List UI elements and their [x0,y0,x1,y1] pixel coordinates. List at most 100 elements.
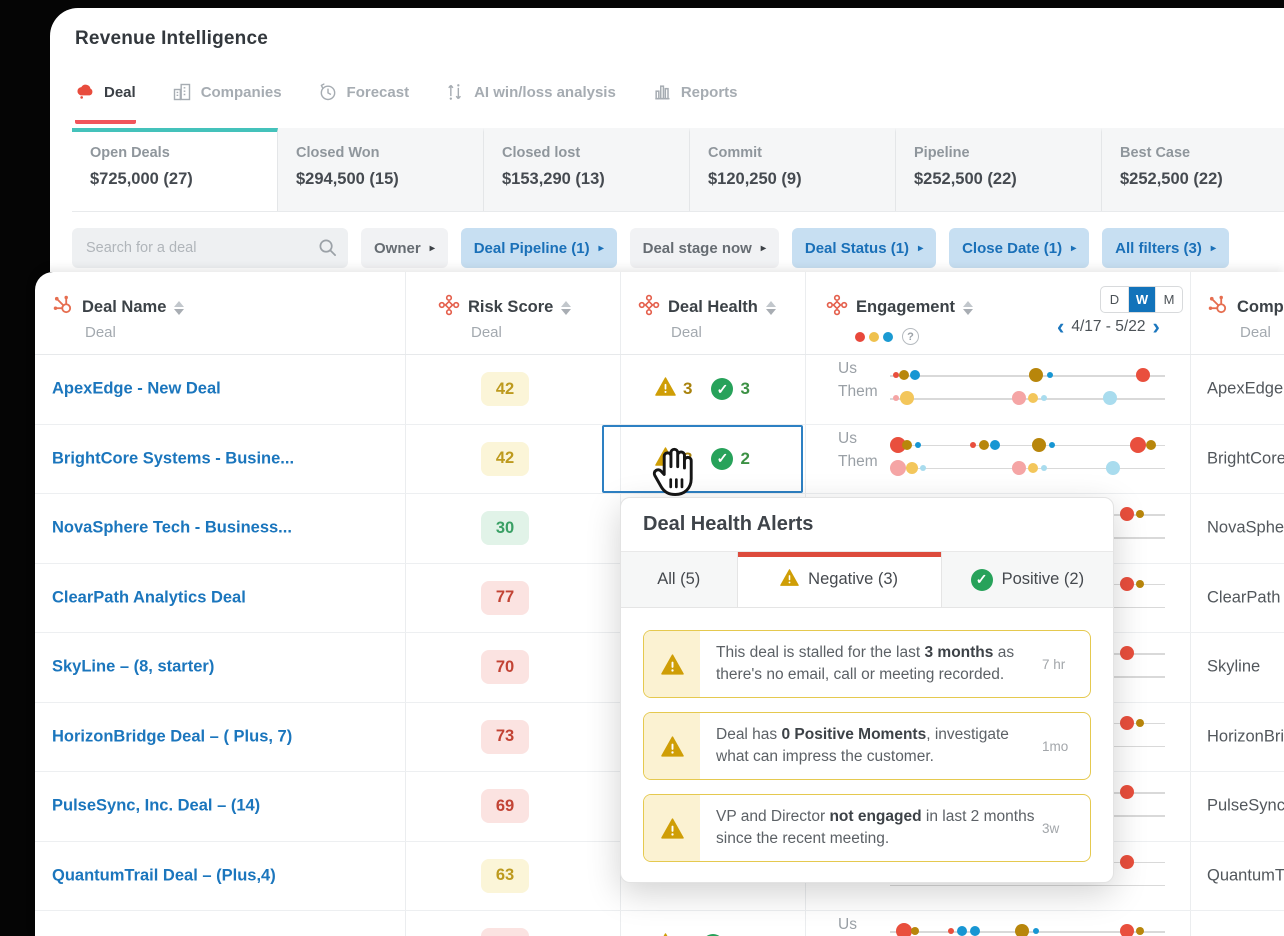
chevron-left-icon[interactable]: ‹ [1057,314,1065,339]
activity-dot [1105,460,1120,475]
deal-health-cell[interactable]: 3 ✓ 3 [655,376,750,402]
tab-reports[interactable]: Reports [652,78,738,124]
filter-bar: Search for a deal Owner ▸ Deal Pipeline (1… [72,220,1284,272]
company-link[interactable]: NovaSphere [1207,518,1284,537]
chevron-right-small-icon: ▸ [918,242,924,254]
activity-dot [1119,646,1134,660]
tab-companies[interactable]: Companies [172,78,282,124]
search-input[interactable]: Search for a deal [72,228,348,268]
timeline-axis [890,467,1165,469]
filter-chip-owner[interactable]: Owner ▸ [361,228,448,268]
company-link[interactable]: PulseSync [1207,796,1284,815]
chevron-right-icon[interactable]: › [1152,314,1160,339]
summary-card-pipeline[interactable]: Pipeline $252,500 (22) [896,128,1102,211]
engagement-timeline-us[interactable] [890,436,1165,453]
column-title-engagement: Engagement [856,298,956,316]
activity-dot [901,439,912,450]
deal-name-link[interactable]: NovaSphere Tech - Business... [52,518,292,537]
sort-toggle-deal-health[interactable] [765,300,776,315]
deal-name-link[interactable]: QuantumTrail Deal – (Plus,4) [52,866,276,885]
engagement-timeline-us[interactable] [890,923,1165,936]
deal-health-cell[interactable]: 3 ✓ 2 [655,446,750,472]
popup-tab-positive-2[interactable]: ✓ Positive (2) [941,552,1113,607]
granularity-d[interactable]: D [1109,292,1120,307]
summary-card-open-deals[interactable]: Open Deals $725,000 (27) [72,128,278,211]
activity-dot [970,926,981,936]
company-link[interactable]: ClearPath [1207,588,1281,607]
deal-name-link[interactable]: ApexEdge - New Deal [52,379,221,398]
engagement-timeline-them[interactable] [890,877,1165,893]
filter-chip-deal-status-1[interactable]: Deal Status (1) ▸ [791,228,937,268]
company-link[interactable]: ApexEdge [1207,379,1284,398]
summary-card-closed-lost[interactable]: Closed lost $153,290 (13) [484,128,690,211]
popup-tabs: All (5) Negative (3) ✓ Positive (2) [621,552,1113,608]
date-range-nav: ‹ 4/17 - 5/22 › [1057,314,1160,339]
reports-icon [652,82,672,102]
sort-toggle-risk-score[interactable] [561,300,572,315]
company-link[interactable]: HorizonBridge [1207,727,1284,746]
activity-dot [899,391,914,405]
summary-card-value: $120,250 (9) [708,170,802,188]
summary-card-closed-won[interactable]: Closed Won $294,500 (15) [278,128,484,211]
summary-card-label: Closed Won [296,145,380,161]
engagement-timeline-them[interactable] [890,390,1165,406]
filter-chip-all-filters-3[interactable]: All filters (3) ▸ [1102,228,1229,268]
popup-tab-all-5[interactable]: All (5) [621,552,738,607]
popup-tab-label: All (5) [657,570,701,588]
summary-card-value: $252,500 (22) [1120,170,1223,188]
activity-dot [914,441,921,448]
activity-dot [1119,854,1134,869]
popup-tab-negative-3[interactable]: Negative (3) [737,552,942,607]
activity-dot [1028,462,1038,473]
positive-check-icon: ✓ [711,378,734,401]
filter-chip-deal-pipeline-1[interactable]: Deal Pipeline (1) ▸ [460,228,617,268]
tab-forecast[interactable]: Forecast [318,78,410,124]
filter-chips: Owner ▸ Deal Pipeline (1) ▸ Deal stage now ▸ D… [361,228,1229,268]
activity-dot [909,370,920,380]
filter-chip-deal-stage-now[interactable]: Deal stage now ▸ [629,228,779,268]
deal-name-link[interactable]: BrightCore Systems - Busine... [52,449,295,468]
filter-chip-label: Deal Status (1) [804,239,910,257]
positive-count: 2 [740,448,750,468]
engagement-timeline-them[interactable] [890,459,1165,476]
risk-score-badge: 73 [481,719,529,754]
summary-card-value: $252,500 (22) [914,170,1017,188]
activity-dot [989,439,1000,450]
company-link[interactable]: Skyline [1207,657,1261,676]
deal-health-cell[interactable]: ✓ [655,932,731,936]
summary-card-best-case[interactable]: Best Case $252,500 (22) [1102,128,1284,211]
chevron-right-small-icon: ▸ [1071,242,1077,254]
negative-count: 3 [683,379,693,399]
summary-card-commit[interactable]: Commit $120,250 (9) [690,128,896,211]
engagement-us-label: Us [838,429,857,447]
granularity-m[interactable]: M [1155,287,1182,312]
activity-dot [1129,436,1146,453]
company-link[interactable]: QuantumTrail [1207,866,1284,885]
nav-tab-label: AI win/loss analysis [474,83,616,101]
tab-deal[interactable]: Deal [75,78,136,124]
filter-chip-label: Owner [374,239,421,257]
sort-toggle-engagement[interactable] [963,300,974,315]
tab-ai-win-loss-analysis[interactable]: AI win/loss analysis [445,78,616,124]
chevron-right-small-icon: ▸ [760,242,766,254]
filter-chip-label: All filters (3) [1115,239,1202,257]
granularity-w[interactable]: W [1128,287,1155,312]
chevron-right-small-icon: ▸ [598,242,604,254]
company-link[interactable]: BrightCore [1207,449,1284,468]
summary-card-value: $725,000 (27) [90,170,193,188]
column-subtitle: Deal [671,324,702,341]
nav-tab-label: Deal [104,83,136,101]
column-title-deal-name: Deal Name [82,298,167,316]
alert-message: Deal has 0 Positive Moments, investigate… [716,726,1009,765]
nav-tab-label: Forecast [346,83,410,101]
deal-name-link[interactable]: HorizonBridge Deal – ( Plus, 7) [52,727,293,746]
alert-timestamp: 3w [1042,820,1060,836]
deal-name-link[interactable]: SkyLine – (8, starter) [52,657,215,676]
deal-name-link[interactable]: ClearPath Analytics Deal [52,588,246,607]
deal-name-link[interactable]: PulseSync, Inc. Deal – (14) [52,796,261,815]
engagement-timeline-us[interactable] [890,367,1165,383]
risk-score-badge: 30 [481,511,529,546]
help-icon[interactable]: ? [902,328,919,345]
sort-toggle-deal-name[interactable] [174,300,185,315]
filter-chip-close-date-1[interactable]: Close Date (1) ▸ [949,228,1090,268]
